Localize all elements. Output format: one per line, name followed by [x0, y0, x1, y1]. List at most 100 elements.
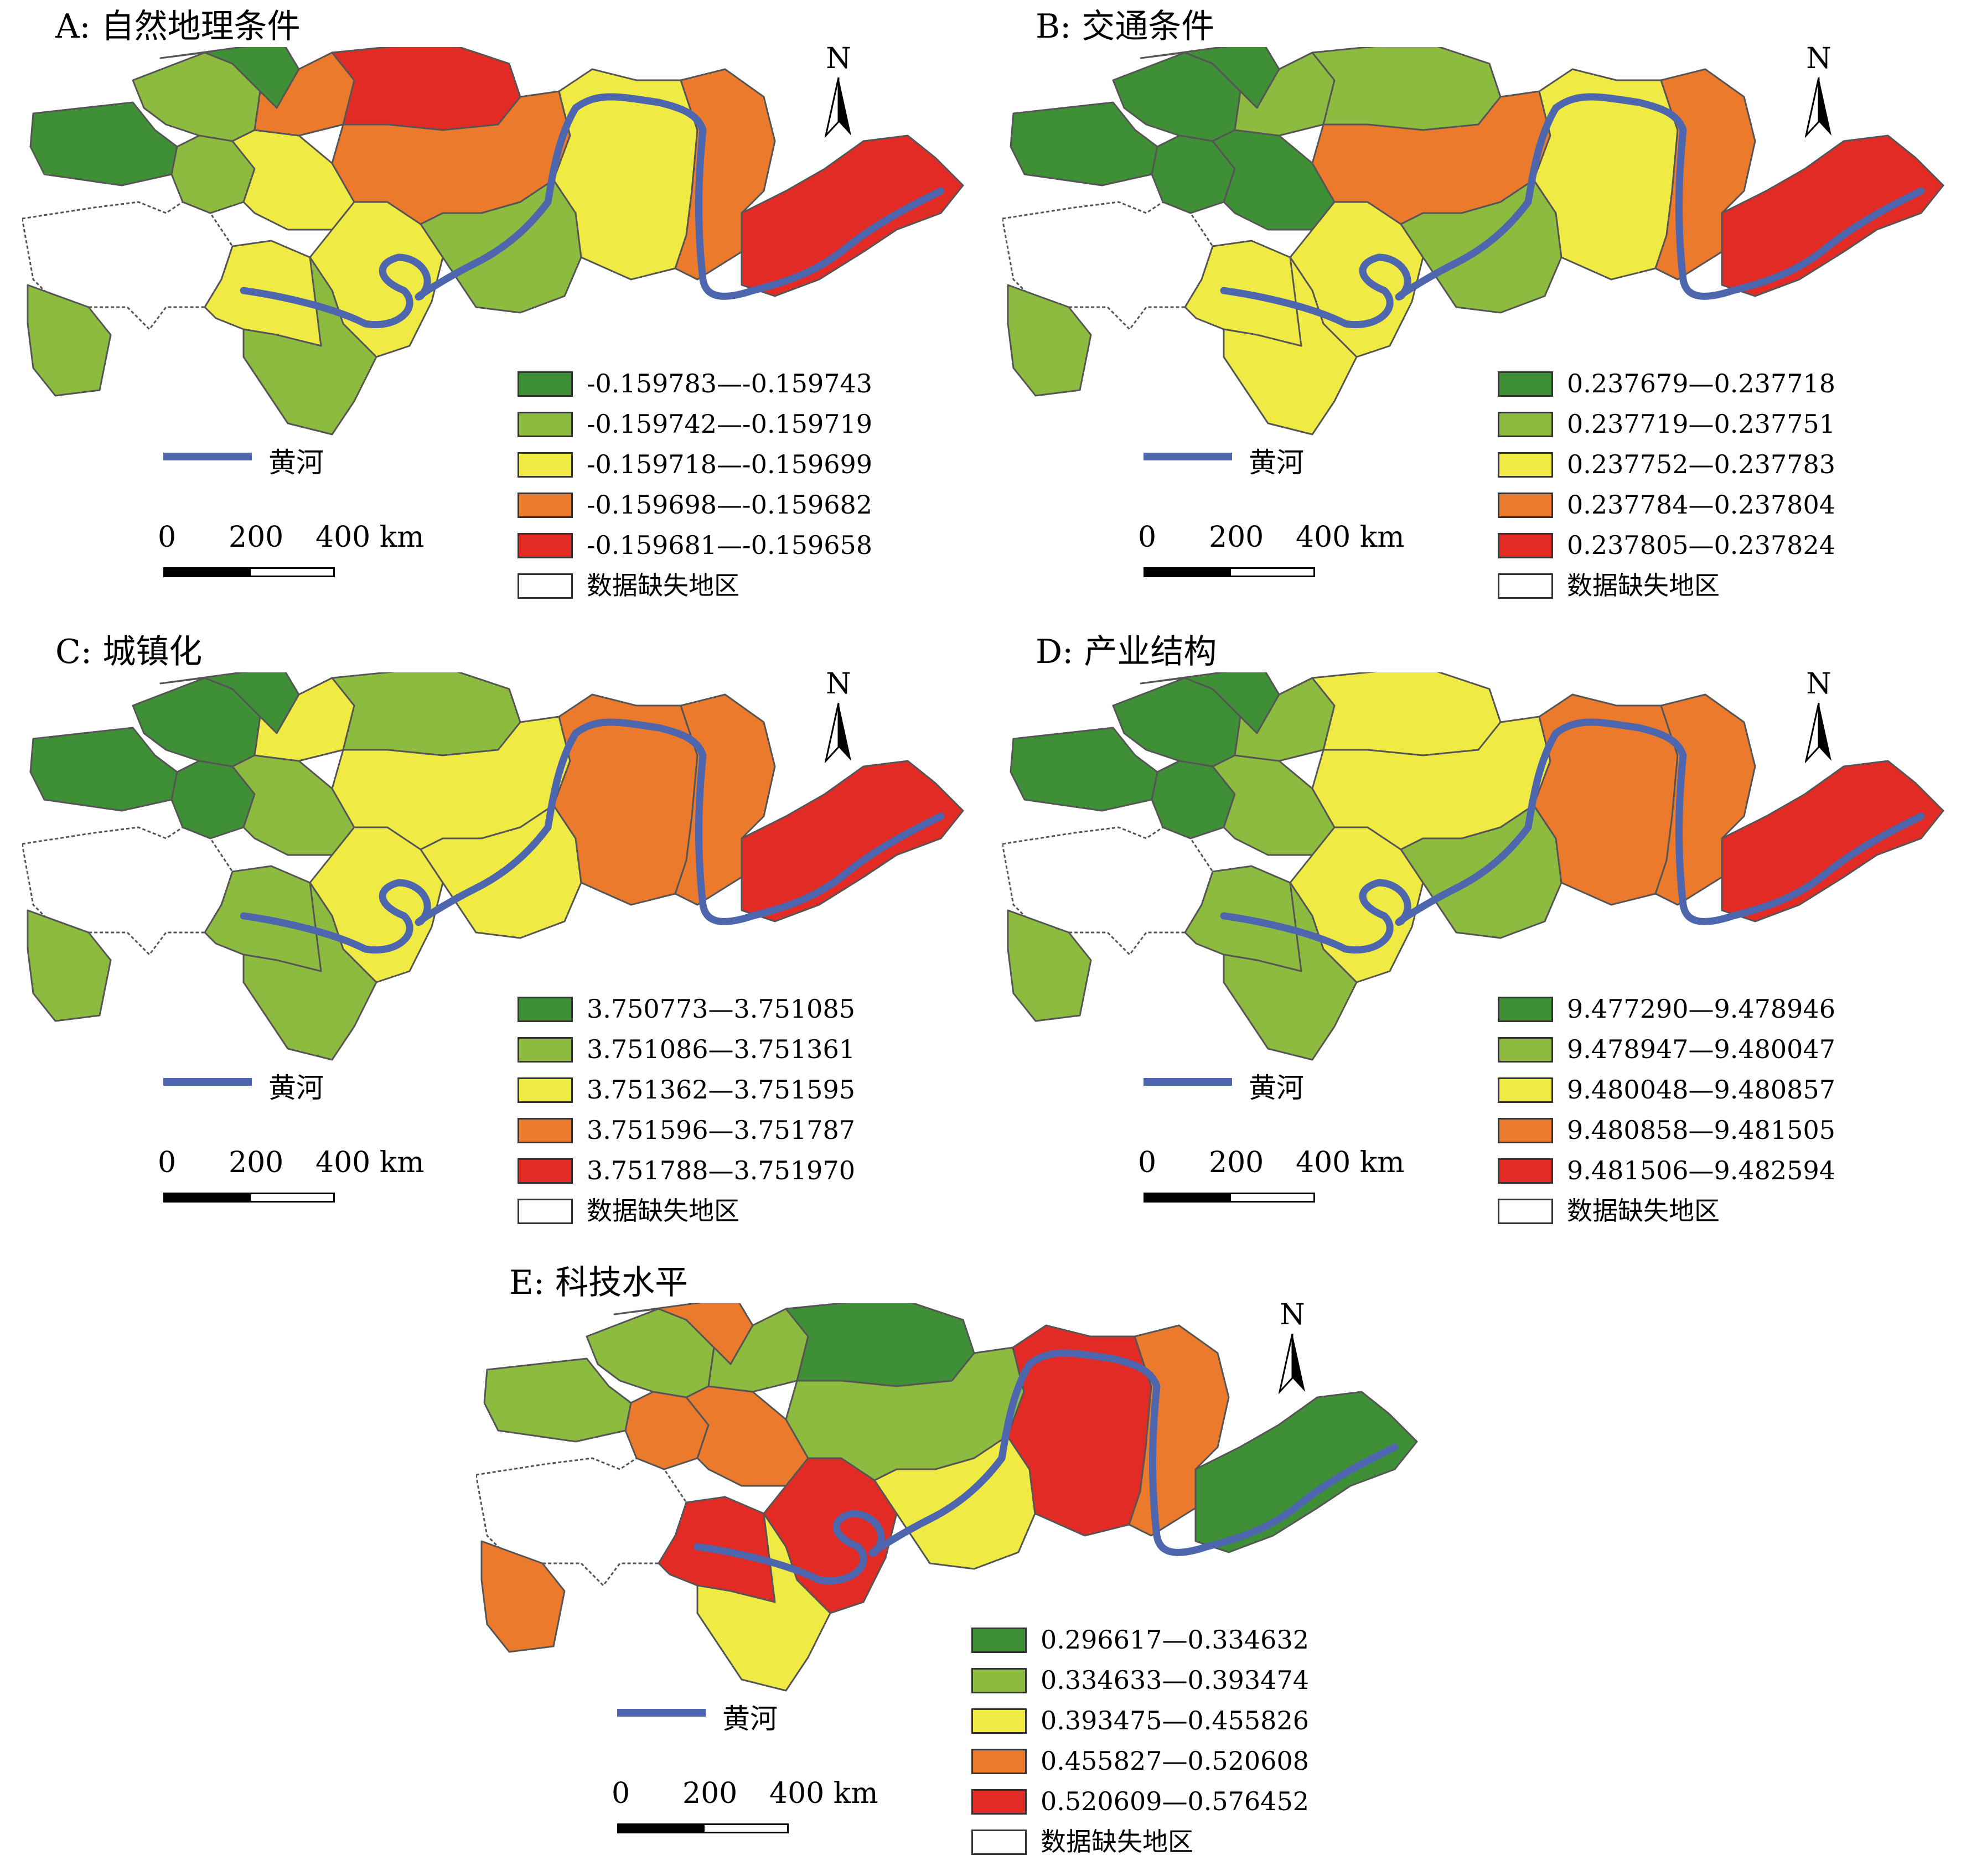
river-legend-line [617, 1709, 706, 1717]
legend-item: -0.159698—-0.159682 [518, 489, 927, 521]
choropleth-map [1002, 47, 1944, 436]
scale-tick-200: 200 [229, 521, 284, 554]
legend-label: -0.159698—-0.159682 [587, 490, 873, 520]
legend-label: 3.750773—3.751085 [587, 994, 855, 1024]
map-region [331, 672, 521, 756]
map-region [480, 1540, 566, 1653]
legend-item-no-data: 数据缺失地区 [518, 570, 927, 602]
north-arrow: N [1794, 670, 1844, 769]
legend-item: 9.480858—9.481505 [1498, 1115, 1907, 1147]
legend-label-no-data: 数据缺失地区 [587, 571, 739, 600]
map-region [1311, 47, 1502, 131]
legend-label: 9.478947—9.480047 [1567, 1034, 1835, 1064]
river-legend-line [1144, 453, 1232, 460]
legend-label: -0.159742—-0.159719 [587, 409, 873, 439]
map-panel-0: A: 自然地理条件 N 黄河 0 200 400 km -0.159783—-0… [0, 0, 980, 620]
legend-label: 0.237784—0.237804 [1567, 490, 1835, 520]
river-legend-label: 黄河 [268, 1072, 324, 1104]
legend-swatch [971, 1668, 1027, 1693]
yellow-river-line [240, 93, 945, 328]
map-region [1223, 256, 1358, 436]
river-legend-line [163, 1078, 252, 1086]
legend-swatch [518, 997, 573, 1022]
scale-bar-graphic [163, 1193, 335, 1203]
legend-label-no-data: 数据缺失地区 [587, 1196, 739, 1226]
scale-bar: 0 200 400 km [158, 1146, 425, 1215]
map-panel-1: B: 交通条件 N 黄河 0 200 400 km 0.237679—0.237… [980, 0, 1960, 620]
legend-item: 0.520609—0.576452 [971, 1786, 1381, 1818]
river-legend-label: 黄河 [1249, 1072, 1304, 1104]
map-panel-3: D: 产业结构 N 黄河 0 200 400 km 9.477290—9.478… [980, 625, 1960, 1245]
legend-swatch [1498, 493, 1553, 518]
legend-item-no-data: 数据缺失地区 [1498, 570, 1907, 602]
scale-bar-graphic [617, 1823, 789, 1833]
legend-label: -0.159718—-0.159699 [587, 449, 873, 479]
legend-swatch [1498, 452, 1553, 478]
legend-swatch [1498, 1158, 1553, 1184]
scale-tick-400: 400 km [1296, 1146, 1405, 1179]
map-region [1007, 284, 1092, 397]
river-legend-label: 黄河 [1249, 447, 1304, 479]
legend-swatch [518, 1118, 573, 1143]
legend-item-no-data: 数据缺失地区 [1498, 1195, 1907, 1227]
legend-label-no-data: 数据缺失地区 [1041, 1827, 1193, 1857]
map-region [696, 1512, 831, 1692]
legend-swatch [971, 1628, 1027, 1653]
legend-item: 0.237679—0.237718 [1498, 368, 1907, 400]
scale-tick-400: 400 km [1296, 521, 1405, 554]
legend-item: 0.296617—0.334632 [971, 1624, 1381, 1656]
legend-item: 0.455827—0.520608 [971, 1745, 1381, 1777]
river-legend: 黄河 [1144, 1063, 1365, 1104]
legend-swatch [1498, 1037, 1553, 1063]
legend-swatch [518, 1037, 573, 1063]
scale-tick-200: 200 [229, 1146, 284, 1179]
north-arrow-icon [825, 703, 851, 764]
legend-swatch-no-data [1498, 1199, 1553, 1224]
scale-bar: 0 200 400 km [612, 1779, 878, 1846]
legend-label: 9.480858—9.481505 [1567, 1115, 1835, 1145]
map-region [1010, 727, 1158, 812]
legend-label: 0.455827—0.520608 [1041, 1746, 1309, 1776]
map-panel-4: E: 科技水平 N 黄河 0 200 400 km 0.296617—0.334… [454, 1256, 1434, 1876]
legend-swatch [1498, 997, 1553, 1022]
map-panel-2: C: 城镇化 N 黄河 0 200 400 km 3.750773—3.7510… [0, 625, 980, 1245]
legend-swatch [518, 533, 573, 558]
legend-item: -0.159783—-0.159743 [518, 368, 927, 400]
map-region [231, 129, 355, 231]
legend-item-no-data: 数据缺失地区 [518, 1195, 927, 1227]
legend-swatch [1498, 1077, 1553, 1103]
legend-item: -0.159718—-0.159699 [518, 449, 927, 481]
north-label: N [826, 667, 851, 701]
north-arrow-icon [1805, 703, 1831, 764]
legend-swatch-no-data [518, 573, 573, 599]
scale-tick-200: 200 [1209, 1146, 1264, 1179]
map-region [1721, 760, 1944, 923]
map-region [1223, 882, 1358, 1061]
river-legend-line [163, 453, 252, 460]
panel-title: B: 交通条件 [1036, 7, 1215, 46]
map-region [27, 909, 112, 1022]
map-region [231, 754, 355, 856]
panel-title: C: 城镇化 [55, 633, 203, 671]
scale-tick-200: 200 [1209, 521, 1264, 554]
legend-label: 0.237805—0.237824 [1567, 530, 1835, 560]
legend-label: 0.334633—0.393474 [1041, 1665, 1309, 1695]
legend-item: 9.481506—9.482594 [1498, 1155, 1907, 1187]
north-arrow: N [814, 670, 863, 769]
legend-item: 0.237784—0.237804 [1498, 489, 1907, 521]
map-region [1212, 129, 1336, 231]
legend-label: 3.751362—3.751595 [587, 1075, 855, 1105]
legend-item-no-data: 数据缺失地区 [971, 1826, 1381, 1858]
map-region [242, 882, 377, 1061]
scale-bar-graphic [1144, 1193, 1315, 1203]
river-legend-label: 黄河 [722, 1703, 778, 1735]
yellow-river-line [240, 718, 945, 953]
legend-label-no-data: 数据缺失地区 [1567, 571, 1720, 600]
legend-item: 3.750773—3.751085 [518, 993, 927, 1025]
legend-swatch [518, 412, 573, 437]
map-region [685, 1385, 809, 1487]
legend-item: 9.478947—9.480047 [1498, 1034, 1907, 1066]
legend-item: 3.751596—3.751787 [518, 1115, 927, 1147]
choropleth-map [1002, 672, 1944, 1061]
north-arrow-icon [1279, 1334, 1305, 1395]
